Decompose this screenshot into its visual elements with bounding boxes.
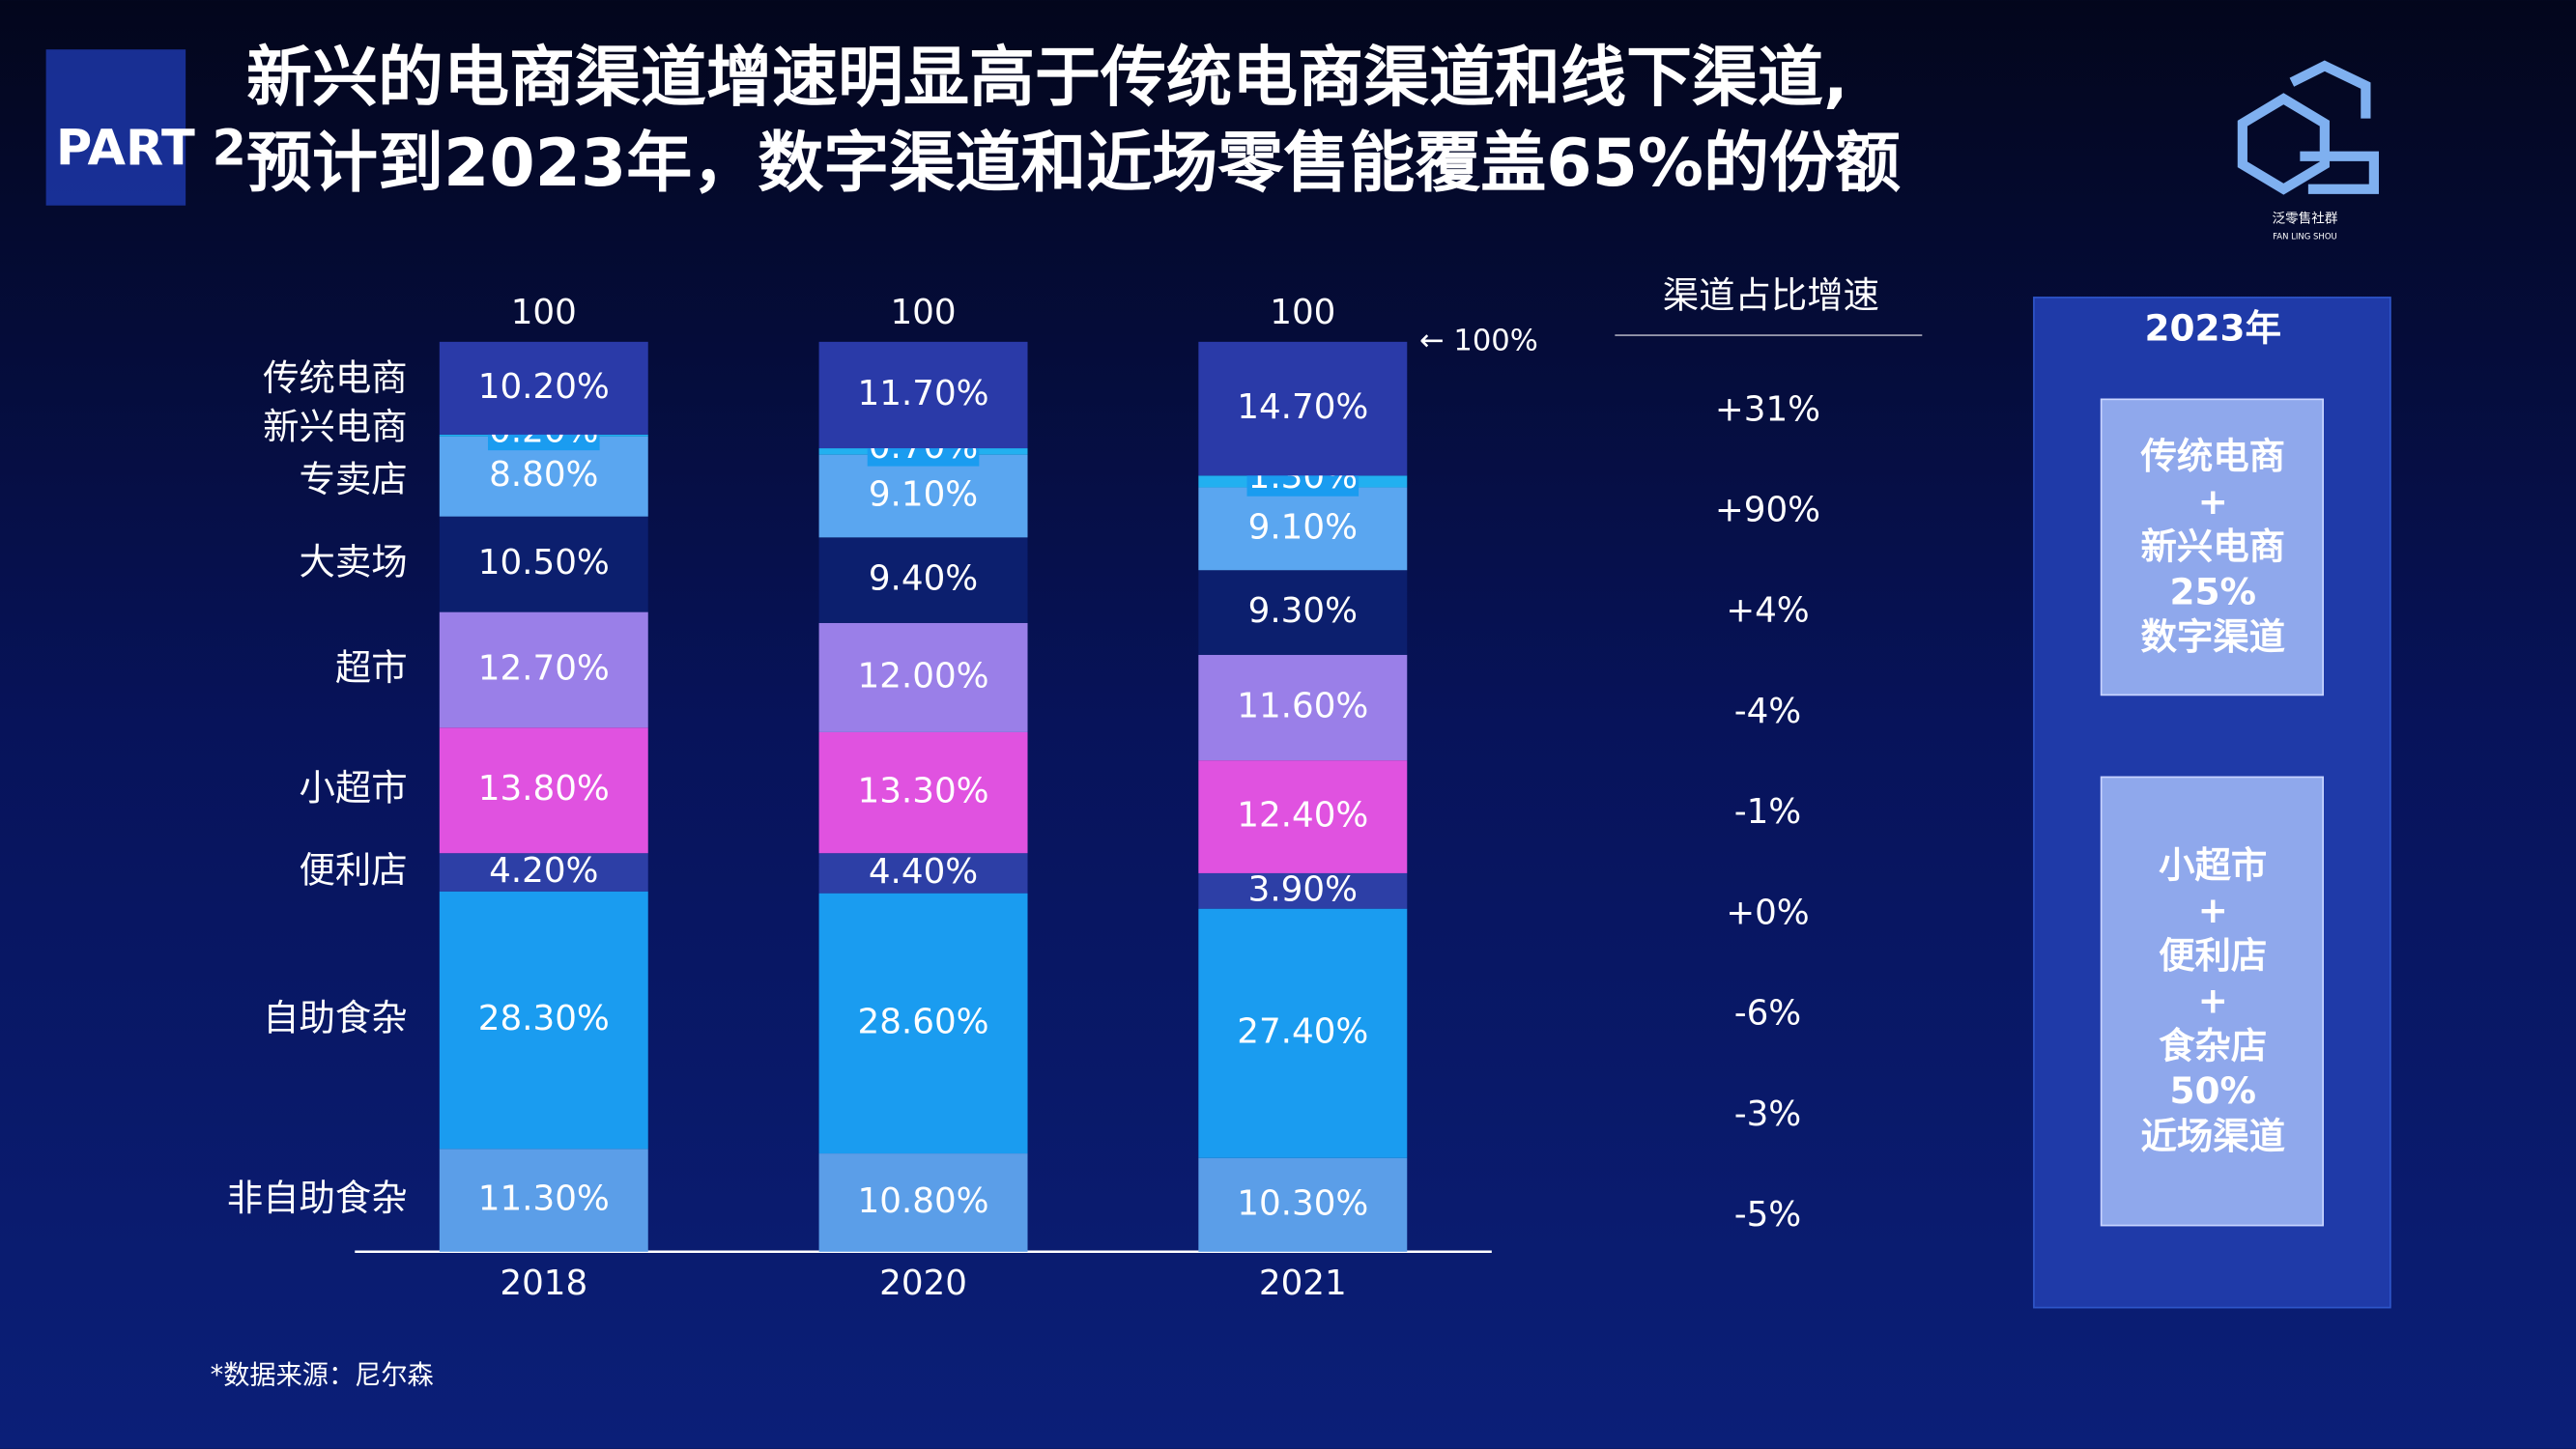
value-label: 13.80% <box>478 769 610 809</box>
bar-segment <box>818 341 1028 449</box>
legend-label: 专卖店 <box>299 458 407 500</box>
bar-segment <box>818 853 1028 894</box>
bar-segment <box>1198 908 1408 1158</box>
growth-label: +90% <box>1715 490 1820 529</box>
value-label: 9.10% <box>869 474 978 514</box>
bar-segment <box>439 1149 648 1252</box>
panel-text: 数字渠道 <box>2140 615 2285 658</box>
panel-text: 50% <box>2169 1069 2256 1112</box>
bar-segment <box>439 891 648 1150</box>
value-label: 12.70% <box>478 648 610 688</box>
value-label: 8.80% <box>489 455 598 495</box>
bar-segment <box>1198 487 1408 571</box>
legend-label: 大卖场 <box>299 541 407 583</box>
logo-pinyin: FAN LING SHOU <box>2273 233 2337 242</box>
part-label: PART 2 <box>56 121 246 178</box>
source: *数据来源：尼尔森 <box>211 1361 434 1391</box>
logo-name: 泛零售社群 <box>2272 211 2337 226</box>
bar-segment <box>1198 654 1408 761</box>
part-block <box>45 49 186 206</box>
growth-label: -6% <box>1734 994 1802 1034</box>
panel-box <box>2100 776 2325 1227</box>
value-label: 11.70% <box>858 374 989 413</box>
title-line: 预计到2023年，数字渠道和近场零售能覆盖65%的份额 <box>246 126 1901 202</box>
legend-label: 传统电商 <box>263 356 408 399</box>
bar-segment <box>1198 1157 1408 1252</box>
growth-title: 渠道占比增速 <box>1663 273 1879 316</box>
panel-text: 小超市 <box>2159 843 2267 886</box>
legend-label: 非自助食杂 <box>227 1177 408 1219</box>
value-label: 13.30% <box>858 772 989 811</box>
panel-text: + <box>2198 480 2228 523</box>
total-annotation: ← 100% <box>1419 324 1538 357</box>
bar-segment <box>1198 341 1408 476</box>
bar-segment <box>439 853 648 892</box>
value-label: 9.30% <box>1248 591 1358 631</box>
panel-text: 近场渠道 <box>2140 1115 2285 1157</box>
growth-label: -3% <box>1734 1094 1802 1134</box>
panel-text: 食杂店 <box>2159 1024 2267 1066</box>
x-tick-label: 2021 <box>1259 1264 1347 1303</box>
value-label: 10.80% <box>858 1181 989 1221</box>
total-label: 100 <box>1270 293 1335 332</box>
growth-label: +4% <box>1726 591 1810 631</box>
value-label: 10.20% <box>478 367 610 407</box>
bar-segment <box>818 731 1028 854</box>
value-label: 14.70% <box>1237 387 1368 427</box>
bar-segment <box>818 537 1028 623</box>
bar-segment <box>1198 760 1408 873</box>
panel-text: 传统电商 <box>2139 435 2285 477</box>
legend-label: 自助食杂 <box>263 997 408 1039</box>
legend-label: 超市 <box>335 646 408 689</box>
value-label: 4.40% <box>869 852 978 892</box>
value-label: 28.30% <box>478 999 610 1038</box>
bar-segment <box>818 454 1028 538</box>
legend-label: 新兴电商 <box>263 406 408 448</box>
bar-segment <box>439 611 648 728</box>
panel-text: 便利店 <box>2159 934 2267 977</box>
value-label: 4.20% <box>489 851 598 891</box>
value-label: 11.30% <box>478 1179 610 1219</box>
x-tick-label: 2018 <box>500 1264 587 1303</box>
title-line: 新兴的电商渠道增速明显高于传统电商渠道和线下渠道, <box>246 41 1848 117</box>
value-label: 12.40% <box>1237 796 1368 836</box>
bar-segment <box>818 893 1028 1154</box>
panel-text: 25% <box>2169 570 2256 612</box>
bar-segment <box>818 622 1028 732</box>
legend-label: 便利店 <box>299 848 407 891</box>
value-label: 9.10% <box>1248 507 1358 547</box>
bar-segment <box>818 1153 1028 1252</box>
bar-segment <box>1198 570 1408 655</box>
value-label: 11.60% <box>1237 687 1368 726</box>
growth-label: -1% <box>1734 792 1802 832</box>
panel-text: + <box>2198 889 2228 931</box>
growth-label: -5% <box>1734 1195 1802 1235</box>
bar-segment <box>439 341 648 435</box>
bar-segment <box>439 516 648 612</box>
value-label: 27.40% <box>1237 1012 1368 1052</box>
value-label: 28.60% <box>858 1002 989 1041</box>
legend-label: 小超市 <box>299 767 407 810</box>
value-label: 3.90% <box>1248 869 1358 909</box>
x-tick-label: 2020 <box>879 1264 967 1303</box>
total-label: 100 <box>511 293 577 332</box>
growth-label: +0% <box>1726 893 1810 932</box>
value-label: 10.50% <box>478 543 610 582</box>
growth-label: -4% <box>1734 692 1802 731</box>
bar-segment <box>1198 872 1408 909</box>
panel-text: 新兴电商 <box>2140 526 2285 568</box>
value-label: 9.40% <box>869 559 978 599</box>
bar-segment <box>439 727 648 854</box>
total-label: 100 <box>890 293 956 332</box>
value-label: 10.30% <box>1237 1183 1368 1223</box>
value-label: 12.00% <box>858 656 989 696</box>
panel-title: 2023年 <box>2145 306 2281 349</box>
logo-icon <box>2237 60 2379 195</box>
panel-box <box>2100 398 2325 696</box>
growth-label: +31% <box>1715 389 1820 429</box>
panel-text: + <box>2198 980 2228 1022</box>
